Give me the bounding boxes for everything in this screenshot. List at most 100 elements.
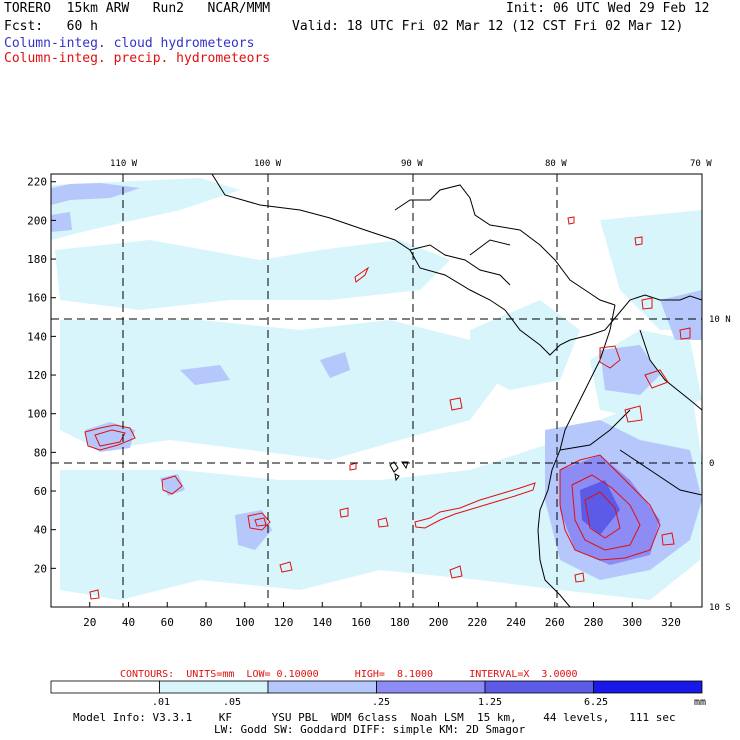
colorbar-swatch <box>593 680 703 694</box>
mid-cloud-region <box>600 345 660 395</box>
lat-label: 10 N <box>709 315 731 325</box>
x-axis-ticks: 20 40 60 80 100 120 140 160 180 200 220 240 260 280 30… <box>83 602 681 629</box>
x-tick-label: 20 <box>83 616 96 629</box>
precip-contour <box>567 216 575 225</box>
x-tick-label: 180 <box>390 616 410 629</box>
coastline-south-america <box>537 304 616 607</box>
field-precip-label: Column-integ. precip. hydrometeors <box>4 51 271 66</box>
model-title: TORERO 15km ARW Run2 NCAR/MMM <box>4 1 271 16</box>
top-lon-labels: 110 W 100 W 90 W 80 W 70 W <box>110 159 712 169</box>
lon-label: 110 W <box>110 159 138 169</box>
country-border-colombia <box>639 329 702 411</box>
lat-label: 10 S <box>709 603 731 613</box>
lon-label: 80 W <box>545 159 567 169</box>
precip-contour <box>89 589 100 600</box>
precip-contours <box>84 216 691 600</box>
y-tick-label: 100 <box>27 408 47 421</box>
precip-contour <box>354 266 370 283</box>
mid-cloud-region <box>160 474 185 496</box>
colorbar-level: .01 <box>152 697 171 708</box>
x-tick-label: 160 <box>351 616 371 629</box>
x-tick-label: 260 <box>545 616 565 629</box>
y-tick-label: 40 <box>34 524 47 537</box>
model-info-line2: LW: Godd SW: Goddard DIFF: simple KM: 2D… <box>214 723 526 736</box>
y-tick-label: 80 <box>34 446 47 459</box>
y-axis-ticks: 220 200 180 160 140 120 100 80 60 40 20 <box>27 176 56 575</box>
precip-contour <box>247 512 271 531</box>
colorbar-unit: mm <box>694 697 707 708</box>
init-time: Init: 06 UTC Wed 29 Feb 12 <box>506 1 710 16</box>
model-info-line1: Model Info: V3.3.1 KF YSU PBL WDM 6class… <box>73 711 676 724</box>
precip-contour <box>571 474 641 551</box>
mid-cloud-region <box>180 365 230 385</box>
colorbar-swatch <box>376 680 486 694</box>
precip-contour <box>339 507 349 518</box>
precip-contour <box>279 561 293 573</box>
country-border-ecuador <box>559 409 631 451</box>
x-tick-label: 120 <box>274 616 294 629</box>
x-tick-label: 200 <box>429 616 449 629</box>
y-tick-label: 60 <box>34 485 47 498</box>
plot-frame <box>50 173 703 608</box>
precip-contour <box>679 327 691 340</box>
precip-contour <box>414 482 536 529</box>
border-line <box>469 239 511 256</box>
precip-contour <box>254 517 267 527</box>
valid-time: Valid: 18 UTC Fri 02 Mar 12 (12 CST Fri … <box>292 19 684 34</box>
x-tick-label: 140 <box>312 616 332 629</box>
precip-contour <box>641 297 653 310</box>
y-tick-label: 140 <box>27 330 47 343</box>
lon-label: 100 W <box>254 159 282 169</box>
right-lat-labels: 10 N 0 10 S <box>709 315 731 613</box>
mid-cloud-region <box>320 352 350 378</box>
x-tick-label: 320 <box>661 616 681 629</box>
x-tick-label: 100 <box>235 616 255 629</box>
y-tick-label: 160 <box>27 292 47 305</box>
precip-contour <box>661 532 675 546</box>
precip-contour <box>574 572 585 583</box>
y-tick-label: 220 <box>27 176 47 189</box>
x-tick-label: 60 <box>161 616 174 629</box>
country-border-peru <box>619 449 702 496</box>
precip-contour <box>644 369 669 389</box>
border-central-america <box>409 244 511 286</box>
colorbar-swatch <box>50 680 160 694</box>
precip-contour <box>84 424 136 451</box>
y-tick-label: 180 <box>27 253 47 266</box>
colorbar-level: 1.25 <box>478 697 503 708</box>
light-cloud-region <box>60 320 500 460</box>
lon-label: 90 W <box>401 159 423 169</box>
colorbar-level: .25 <box>372 697 391 708</box>
x-tick-label: 300 <box>622 616 642 629</box>
coastlines <box>211 174 702 607</box>
precip-contour <box>161 475 183 495</box>
precip-contour <box>599 345 621 369</box>
mid-cloud-region <box>660 290 702 340</box>
lat-label: 0 <box>709 459 714 469</box>
precip-contour <box>449 397 463 411</box>
light-cloud-region <box>470 300 580 390</box>
colorbar-swatch <box>484 680 594 694</box>
mid-cloud-region <box>85 422 135 452</box>
precip-contour <box>349 462 357 471</box>
field-cloud-label: Column-integ. cloud hydrometeors <box>4 36 255 51</box>
x-tick-label: 40 <box>122 616 135 629</box>
lat-lon-grid <box>51 174 702 607</box>
cloud-field-shading <box>51 174 702 607</box>
coastline-north-america <box>211 174 702 356</box>
precip-contour <box>634 236 643 246</box>
mid-cloud-region <box>235 510 272 550</box>
precip-contour <box>584 491 621 539</box>
x-tick-label: 220 <box>467 616 487 629</box>
colorbar <box>50 680 703 694</box>
light-cloud-region <box>60 380 702 600</box>
colorbar-swatch <box>159 680 269 694</box>
x-tick-label: 280 <box>584 616 604 629</box>
x-tick-label: 240 <box>506 616 526 629</box>
heavy-cloud-region <box>580 480 620 535</box>
precip-contour <box>449 565 463 579</box>
mid-cloud-region <box>51 212 72 232</box>
y-tick-label: 200 <box>27 214 47 227</box>
mid-cloud-region <box>51 183 140 205</box>
